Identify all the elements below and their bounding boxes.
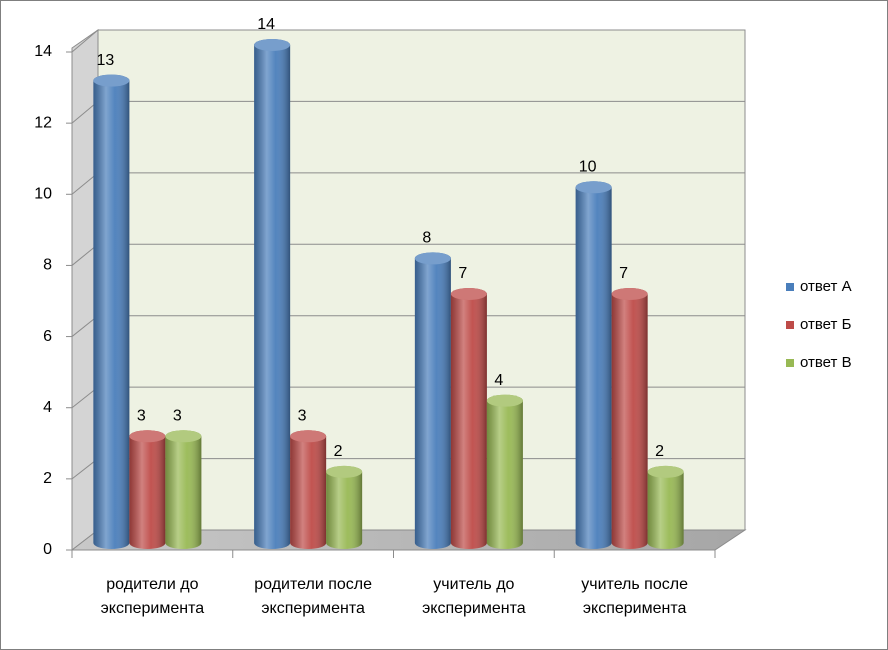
bar-shade (486, 394, 523, 549)
bar-top-shine (326, 465, 363, 478)
bar-top (165, 430, 202, 443)
y-tick-label: 2 (43, 470, 52, 487)
legend-swatch (786, 321, 794, 329)
bar-shade (290, 430, 327, 549)
bar-shade (450, 288, 487, 549)
data-label: 4 (494, 372, 503, 389)
legend-label: ответ Б (800, 316, 852, 333)
legend-swatch (786, 359, 794, 367)
data-label: 8 (422, 230, 431, 247)
bar-top (93, 74, 130, 87)
bar-top-shine (450, 288, 487, 300)
bar-shade (611, 288, 648, 549)
bar-shade (326, 465, 363, 549)
data-label: 10 (579, 159, 597, 176)
bar-top-shine (93, 74, 130, 87)
bar-top (450, 288, 487, 300)
data-label: 7 (619, 265, 628, 282)
bar-top (575, 181, 612, 194)
data-label: 3 (137, 408, 146, 425)
y-tick-label: 4 (43, 399, 52, 416)
y-tick-label: 0 (43, 541, 52, 558)
bar-top-shine (129, 430, 166, 443)
bar-top-shine (575, 181, 612, 194)
x-tick-label: родители до эксперимента (100, 576, 205, 617)
x-tick-label: учитель после эксперимента (581, 576, 688, 617)
bar-top (326, 465, 363, 478)
y-tick-label: 6 (43, 328, 52, 345)
x-tick-label: родители после эксперимента (254, 576, 372, 617)
bar-top-shine (254, 39, 291, 51)
data-label: 14 (257, 16, 275, 33)
bar-shade (647, 465, 684, 549)
y-tick-label: 14 (34, 43, 52, 60)
bar-shade (254, 39, 291, 549)
bar-top (129, 430, 166, 443)
legend-label: ответ В (800, 354, 852, 371)
bar-top-shine (486, 394, 523, 407)
data-label: 7 (458, 265, 467, 282)
bar-shade (165, 430, 202, 549)
data-label: 2 (655, 443, 664, 460)
y-tick-label: 10 (34, 186, 52, 203)
data-label: 3 (298, 408, 307, 425)
bar-top-shine (611, 288, 648, 300)
bar-top (414, 252, 451, 265)
bar-top (290, 430, 327, 443)
bar-shade (575, 181, 612, 550)
legend-swatch (786, 283, 794, 291)
bar-top-shine (647, 465, 684, 478)
data-label: 2 (334, 443, 343, 460)
data-label: 13 (96, 52, 114, 69)
grid-line (71, 29, 99, 53)
bar-top (486, 394, 523, 407)
bar-top-shine (290, 430, 327, 443)
bar-top (611, 288, 648, 300)
bar-top (254, 39, 291, 51)
data-label: 3 (173, 408, 182, 425)
bar-top-shine (165, 430, 202, 443)
bar-shade (93, 74, 130, 550)
bar-shade (129, 430, 166, 549)
legend-label: ответ А (800, 278, 852, 295)
bar-shade (414, 252, 451, 549)
y-tick-label: 8 (43, 257, 52, 274)
x-tick-label: учитель до эксперимента (422, 576, 526, 617)
bar-top (647, 465, 684, 478)
bar-top-shine (414, 252, 451, 265)
y-tick-label: 12 (34, 114, 52, 131)
